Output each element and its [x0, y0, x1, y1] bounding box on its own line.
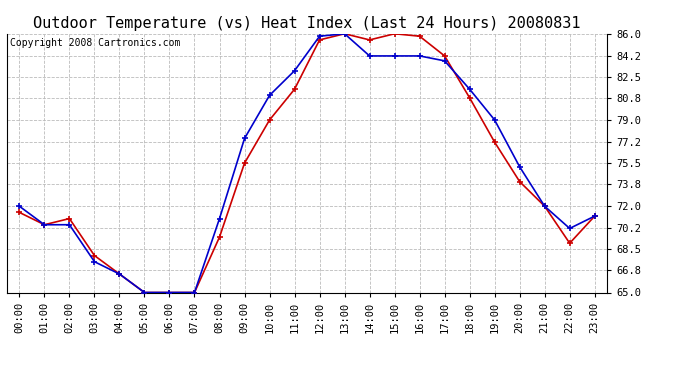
Title: Outdoor Temperature (vs) Heat Index (Last 24 Hours) 20080831: Outdoor Temperature (vs) Heat Index (Las…	[33, 16, 581, 31]
Text: Copyright 2008 Cartronics.com: Copyright 2008 Cartronics.com	[10, 38, 180, 48]
